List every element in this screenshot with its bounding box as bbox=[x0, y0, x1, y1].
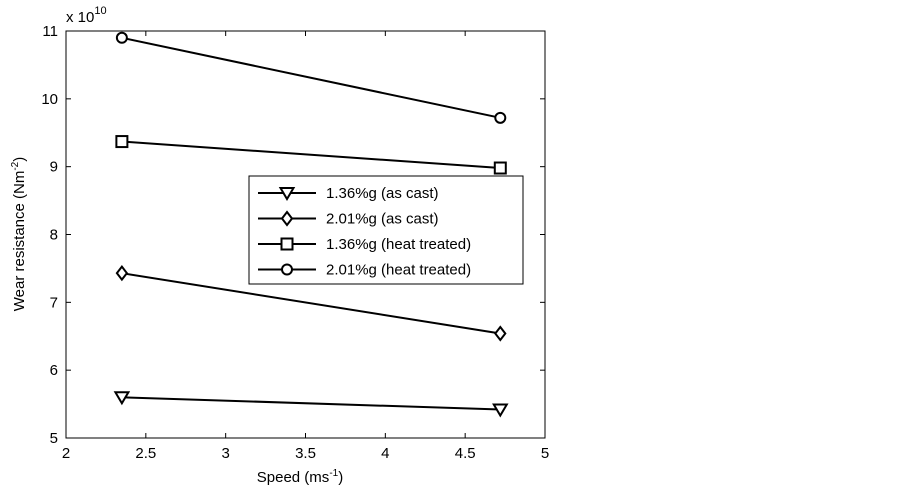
marker-circle bbox=[281, 263, 293, 276]
x-tick-label: 4 bbox=[381, 445, 389, 462]
x-tick-label: 2 bbox=[62, 445, 70, 462]
series-layer bbox=[113, 31, 509, 418]
marker-triangle-down bbox=[492, 403, 509, 418]
x-tick-label: 5 bbox=[541, 445, 549, 462]
y-tick-label: 8 bbox=[50, 227, 58, 244]
legend-label: 2.01%g (heat treated) bbox=[326, 262, 471, 279]
series bbox=[113, 391, 509, 418]
marker-square bbox=[493, 161, 507, 175]
y-tick-label: 9 bbox=[50, 159, 58, 176]
x-axis-label: Speed (ms-1) bbox=[257, 468, 343, 486]
legend-entry: 2.01%g (heat treated) bbox=[258, 262, 471, 279]
series bbox=[115, 135, 507, 175]
x-tick-label: 2.5 bbox=[135, 445, 156, 462]
x-tick-label: 3.5 bbox=[295, 445, 316, 462]
series bbox=[115, 265, 507, 342]
legend-label: 2.01%g (as cast) bbox=[326, 211, 439, 228]
x-tick-label: 4.5 bbox=[455, 445, 476, 462]
legend-entry: 1.36%g (heat treated) bbox=[258, 236, 471, 253]
y-axis-label: Wear resistance (Nm-2) bbox=[10, 157, 28, 312]
legend: 1.36%g (as cast) 2.01%g (as cast) 1.36%g (… bbox=[248, 175, 524, 285]
axis-ticks: 2 2.5 3 3.5 4 4.5 5 5 6 7 8 9 10 11 bbox=[41, 23, 549, 462]
series-line bbox=[121, 140, 501, 170]
y-tick-label: 5 bbox=[50, 430, 58, 447]
marker-diamond bbox=[494, 325, 507, 342]
marker-circle bbox=[494, 111, 507, 124]
legend-label: 1.36%g (heat treated) bbox=[326, 236, 471, 253]
y-tick-label: 6 bbox=[50, 362, 58, 379]
marker-square bbox=[280, 237, 294, 251]
marker-square bbox=[115, 135, 129, 149]
marker-diamond bbox=[280, 210, 294, 227]
marker-circle bbox=[115, 31, 128, 44]
legend-entry: 1.36%g (as cast) bbox=[258, 185, 439, 202]
legend-entry: 2.01%g (as cast) bbox=[258, 210, 439, 228]
y-tick-label: 7 bbox=[50, 294, 58, 311]
x-tick-label: 3 bbox=[221, 445, 229, 462]
y-tick-label: 11 bbox=[42, 23, 58, 40]
series-line bbox=[121, 396, 501, 411]
series-line bbox=[121, 36, 501, 119]
marker-triangle-down bbox=[113, 391, 131, 406]
y-multiplier: x 1010 bbox=[66, 5, 107, 26]
series-line bbox=[121, 272, 501, 335]
series bbox=[115, 31, 507, 124]
marker-diamond bbox=[115, 265, 129, 282]
y-tick-label: 10 bbox=[41, 91, 58, 108]
marker-triangle-down bbox=[278, 187, 296, 201]
legend-label: 1.36%g (as cast) bbox=[326, 185, 439, 202]
